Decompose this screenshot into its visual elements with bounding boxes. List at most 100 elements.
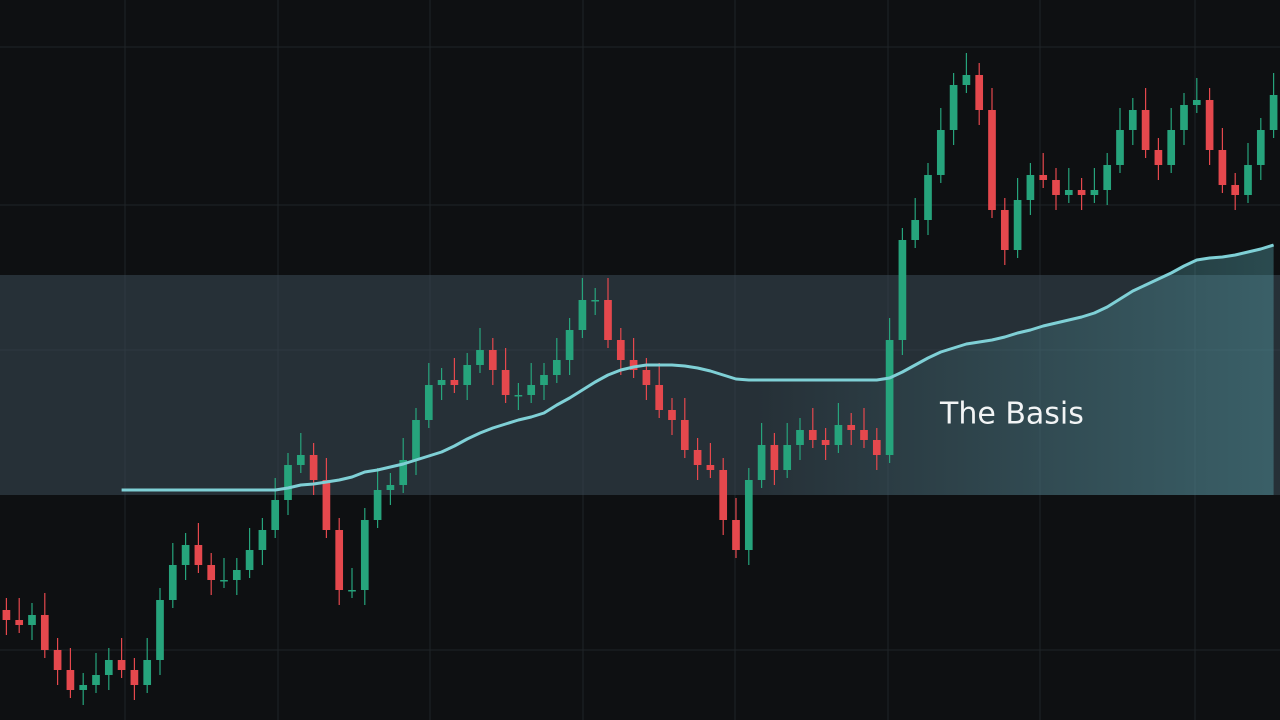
candle-body (348, 590, 356, 592)
candle-body (488, 350, 497, 370)
candle-body (1244, 165, 1252, 195)
candle-body (258, 530, 267, 550)
candle-body (680, 420, 689, 450)
candle-body (808, 430, 817, 440)
candle-body (373, 490, 382, 520)
candle-body (40, 615, 49, 650)
candle-body (53, 650, 62, 670)
candle-body (168, 565, 177, 600)
candle-body (642, 370, 651, 385)
candle-body (655, 385, 664, 410)
candle-body (501, 370, 510, 395)
candle-body (220, 580, 228, 582)
candle-body (1218, 150, 1227, 185)
candle-body (898, 240, 907, 340)
candle-body (514, 395, 523, 397)
candle-body (1064, 190, 1073, 195)
candle-body (104, 660, 113, 675)
candle-body (1192, 100, 1201, 105)
candle-body (79, 685, 88, 690)
candle-body (540, 375, 548, 385)
candle-body (949, 85, 958, 130)
candle-body (360, 520, 369, 590)
candle-body (757, 445, 766, 480)
candle-body (834, 425, 843, 445)
annotation: The Basis (939, 397, 1084, 432)
candle-body (578, 300, 587, 330)
candle-body (271, 500, 280, 530)
candle-body (412, 420, 420, 460)
candle-body (245, 550, 254, 570)
candle-body (335, 530, 344, 590)
candle-body (1013, 200, 1022, 250)
candle-body (1269, 95, 1278, 130)
candle-body (604, 300, 612, 340)
candle-body (744, 480, 753, 550)
candle-body (1039, 175, 1048, 180)
candle-body (1141, 110, 1150, 150)
candle-body (1205, 100, 1214, 150)
candle-body (629, 360, 638, 370)
candle-body (1231, 185, 1240, 195)
candle-body (796, 430, 804, 445)
candle-body (232, 570, 241, 580)
candle-body (1256, 130, 1265, 165)
candle-body (2, 610, 11, 620)
candle-body (962, 75, 971, 85)
candle-body (386, 485, 395, 490)
candle-body (821, 440, 830, 445)
candle-body (194, 545, 203, 565)
plot (0, 53, 1280, 705)
candle-body (668, 410, 676, 420)
candle-body (1077, 190, 1086, 195)
candle-body (975, 75, 984, 110)
candle-body (1116, 130, 1124, 165)
candle-body (885, 340, 894, 455)
candle-body (706, 465, 715, 470)
candle-body (15, 620, 24, 625)
candle-body (1103, 165, 1112, 190)
candle-body (284, 465, 292, 500)
candle-body (450, 380, 459, 385)
candle-body (399, 460, 408, 485)
candle-body (565, 330, 574, 360)
candle-body (860, 430, 868, 440)
candle-body (719, 470, 728, 520)
candle-body (207, 565, 216, 580)
candle-body (936, 130, 945, 175)
basis-area (121, 245, 1274, 495)
candle-body (872, 440, 881, 455)
candle-body (591, 300, 600, 302)
candle-body (28, 615, 36, 625)
candle-body (732, 520, 740, 550)
candle-body (322, 480, 331, 530)
candle-body (1154, 150, 1163, 165)
candle-body (988, 110, 996, 210)
candle-body (783, 445, 792, 470)
candle-body (1167, 130, 1176, 165)
candle-body (924, 175, 932, 220)
candle-body (476, 350, 484, 365)
candle-body (693, 450, 702, 465)
candle-body (463, 365, 472, 385)
candle-body (424, 385, 433, 420)
candle-body (1052, 180, 1060, 195)
candle-body (130, 670, 139, 685)
candle-body (143, 660, 152, 685)
candle-body (92, 675, 100, 685)
candle-body (437, 380, 446, 385)
candle-body (309, 455, 318, 480)
candle-body (1000, 210, 1009, 250)
candle-body (616, 340, 625, 360)
candle-body (770, 445, 779, 470)
candle-body (527, 385, 536, 395)
candle-body (847, 425, 856, 430)
basis-line (121, 243, 1275, 492)
candle-body (1128, 110, 1137, 130)
candle-body (1180, 105, 1188, 130)
candle-body (1026, 175, 1035, 200)
candle-body (296, 455, 305, 465)
candle-body (117, 660, 126, 670)
